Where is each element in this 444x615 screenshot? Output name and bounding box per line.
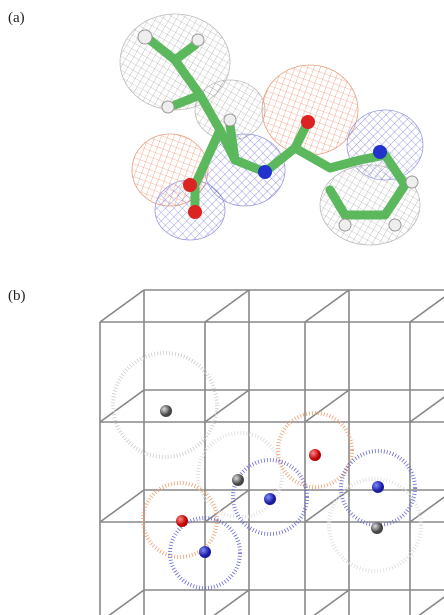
lattice-line <box>305 490 349 522</box>
lattice-line <box>205 590 249 615</box>
atom <box>176 515 188 527</box>
lattice-line <box>410 290 444 322</box>
oxygen <box>301 115 315 129</box>
lattice-line <box>205 290 249 322</box>
panel-label: (b) <box>8 288 26 304</box>
sphere <box>113 353 217 457</box>
nitrogen <box>258 165 272 179</box>
mesh-surface <box>262 65 358 155</box>
molecule <box>120 14 423 245</box>
atom <box>232 474 244 486</box>
oxygen <box>188 205 202 219</box>
lattice-line <box>305 390 349 422</box>
lattice-line <box>410 590 444 615</box>
oxygen <box>183 178 197 192</box>
panel-label: (a) <box>8 10 25 26</box>
lattice-line <box>305 590 349 615</box>
lattice-line <box>100 590 144 615</box>
atom <box>371 522 383 534</box>
hydrogen <box>138 30 152 44</box>
lattice-line <box>410 390 444 422</box>
hydrogen <box>339 219 351 231</box>
lattice-line <box>100 490 144 522</box>
lattice <box>100 290 444 615</box>
page: (a) (b) <box>0 0 444 615</box>
atom <box>199 546 211 558</box>
nitrogen <box>373 145 387 159</box>
lattice-line <box>100 290 144 322</box>
hydrogen <box>224 114 236 126</box>
figure: (a) (b) <box>0 0 444 615</box>
lattice-line <box>100 390 144 422</box>
hydrogen <box>162 101 174 113</box>
atom <box>372 481 384 493</box>
hydrogen <box>192 34 204 46</box>
atom <box>160 405 172 417</box>
lattice-line <box>205 390 249 422</box>
lattice-line <box>305 290 349 322</box>
hydrogen <box>406 176 418 188</box>
atom <box>309 449 321 461</box>
spheres <box>113 353 421 588</box>
atom <box>264 493 276 505</box>
hydrogen <box>389 219 401 231</box>
